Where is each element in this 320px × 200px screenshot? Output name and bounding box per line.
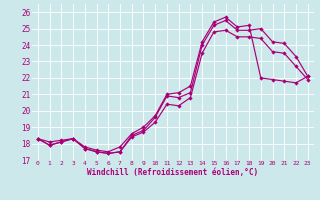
- X-axis label: Windchill (Refroidissement éolien,°C): Windchill (Refroidissement éolien,°C): [87, 168, 258, 177]
